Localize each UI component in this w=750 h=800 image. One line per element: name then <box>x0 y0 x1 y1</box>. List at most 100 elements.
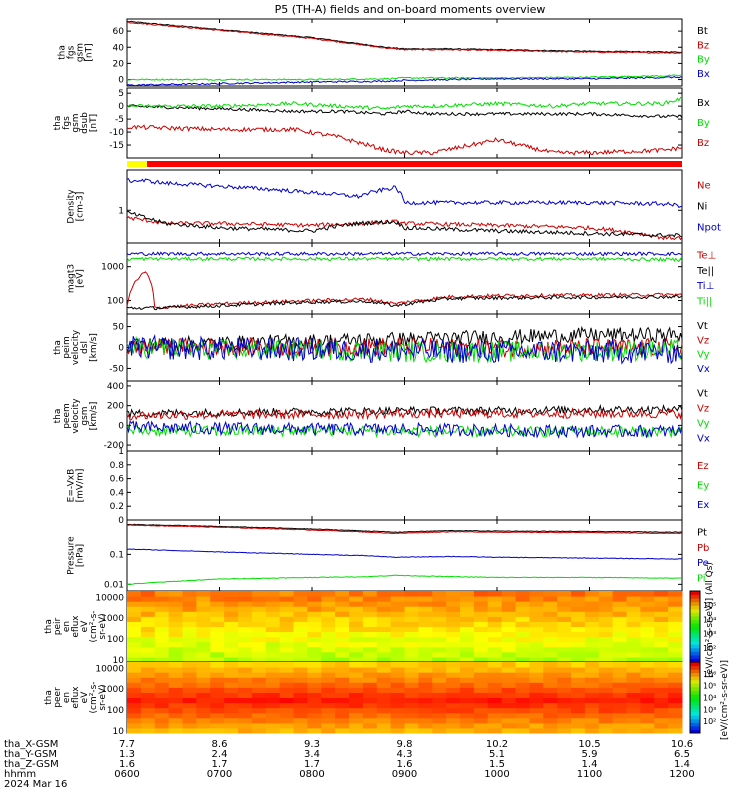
heatmap-cell <box>376 667 392 673</box>
heatmap-cell <box>501 717 516 724</box>
legend-Bx: Bx <box>697 69 710 80</box>
heatmap-cell <box>640 646 655 653</box>
heatmap-cell <box>168 646 183 653</box>
y-axis-label-line: [nPa] <box>76 544 86 567</box>
heatmap-cell <box>196 626 211 633</box>
date-label: 2024 Mar 16 <box>4 779 67 790</box>
heatmap-cell <box>515 631 530 638</box>
heatmap-cell <box>168 596 183 602</box>
heatmap-cell <box>418 611 433 617</box>
heatmap-cell <box>362 596 378 602</box>
heatmap-cell <box>501 667 516 673</box>
heatmap-cell <box>293 641 308 648</box>
heatmap-cell <box>557 717 572 724</box>
heatmap-cell <box>265 682 281 688</box>
heatmap-cell <box>251 677 267 683</box>
heatmap-cell <box>390 697 405 704</box>
orbit-row-value: 9.8 <box>397 739 413 750</box>
heatmap-cell <box>501 616 516 622</box>
y-tick-label: 10000 <box>95 593 124 603</box>
heatmap-cell <box>473 702 489 709</box>
heatmap-cell <box>279 596 294 602</box>
heatmap-cell <box>418 626 433 633</box>
heatmap-cell <box>612 692 627 698</box>
heatmap-cell <box>238 712 253 719</box>
heatmap-cell <box>584 621 600 627</box>
heatmap-cell <box>460 621 475 627</box>
heatmap-cell <box>238 667 253 673</box>
heatmap-cell <box>196 621 211 627</box>
heatmap-cell <box>293 692 308 698</box>
heatmap-cell <box>487 707 503 714</box>
heatmap-cell <box>140 631 156 638</box>
heatmap-cell <box>473 616 489 622</box>
heatmap-cell <box>460 616 475 622</box>
heatmap-cell <box>196 641 211 648</box>
colorbar-cell <box>690 612 700 617</box>
heatmap-cell <box>127 591 142 597</box>
heatmap-cell <box>376 662 392 668</box>
heatmap-cell <box>543 656 558 663</box>
heatmap-cell <box>404 631 419 638</box>
colorbar-tick-label: 10⁴ <box>703 694 716 703</box>
heatmap-cell <box>127 687 142 693</box>
heatmap-cell <box>307 611 322 617</box>
heatmap-cell <box>626 722 641 729</box>
heatmap-cell <box>640 697 655 704</box>
heatmap-cell <box>473 677 489 683</box>
heatmap-cell <box>251 707 267 714</box>
heatmap-cell <box>529 651 544 658</box>
heatmap-cell <box>196 667 211 673</box>
heatmap-cell <box>196 712 211 719</box>
heatmap-cell <box>182 682 197 688</box>
heatmap-cell <box>446 591 461 597</box>
heatmap-cell <box>515 656 530 663</box>
heatmap-cell <box>362 702 378 709</box>
heatmap-cell <box>307 722 322 729</box>
heatmap-cell <box>626 687 641 693</box>
heatmap-cell <box>404 656 419 663</box>
heatmap-cell <box>418 606 433 612</box>
heatmap-cell <box>140 616 156 622</box>
heatmap-cell <box>668 631 683 638</box>
heatmap-cell <box>404 596 419 602</box>
heatmap-cell <box>418 687 433 693</box>
series-line-Bx <box>126 75 682 87</box>
heatmap-cell <box>446 646 461 653</box>
heatmap-cell <box>210 727 225 734</box>
heatmap-cell <box>127 702 142 709</box>
heatmap-cell <box>404 722 419 729</box>
heatmap-cell <box>446 717 461 724</box>
heatmap-cell <box>168 697 183 704</box>
heatmap-cell <box>626 601 641 607</box>
heatmap-cell <box>390 626 405 633</box>
heatmap-cell <box>640 727 655 734</box>
heatmap-cell <box>182 727 197 734</box>
heatmap-cell <box>279 651 294 658</box>
heatmap-cell <box>390 656 405 663</box>
heatmap-cell <box>668 616 683 622</box>
heatmap-cell <box>543 682 558 688</box>
heatmap-cell <box>543 641 558 648</box>
heatmap-cell <box>640 631 655 638</box>
heatmap-cell <box>362 667 378 673</box>
orbit-row-value: 1.7 <box>304 759 320 770</box>
heatmap-cell <box>515 611 530 617</box>
heatmap-cell <box>154 606 170 612</box>
y-tick-label: -200 <box>104 441 125 451</box>
heatmap-cell <box>293 662 308 668</box>
y-tick-label: 100 <box>107 297 124 307</box>
legend-Bz: Bz <box>697 40 709 51</box>
heatmap-cell <box>335 606 350 612</box>
heatmap-cell <box>487 722 503 729</box>
heatmap-cell <box>293 636 308 643</box>
heatmap-cell <box>362 682 378 688</box>
y-axis-label-line: dsl <box>80 341 90 354</box>
heatmap-cell <box>376 611 392 617</box>
heatmap-cell <box>279 722 294 729</box>
heatmap-cell <box>668 692 683 698</box>
heatmap-cell <box>487 692 503 698</box>
heatmap-cell <box>390 727 405 734</box>
colorbar-cell <box>690 715 700 720</box>
heatmap-cell <box>571 687 586 693</box>
